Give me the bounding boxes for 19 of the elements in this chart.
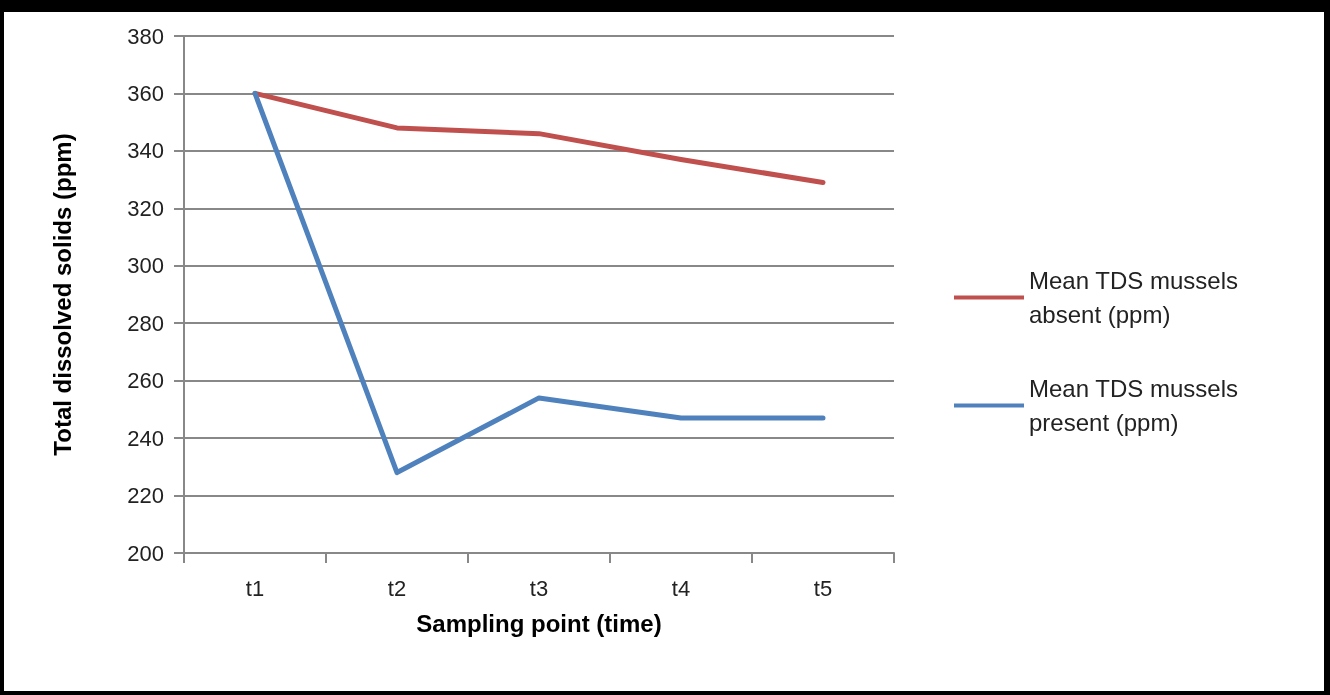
- legend-label: Mean TDS mussels present (ppm): [1029, 375, 1245, 436]
- x-tick-label: t4: [671, 575, 691, 601]
- y-tick-label: 240: [127, 425, 164, 451]
- y-tick-label: 340: [127, 138, 164, 164]
- x-tick-label: t2: [387, 575, 407, 601]
- y-axis-title: Total dissolved solids (ppm): [48, 133, 76, 456]
- y-tick-label: 220: [127, 483, 164, 509]
- x-tick-label: t1: [245, 575, 265, 601]
- x-tick-label: t3: [529, 575, 549, 601]
- y-tick-label: 360: [127, 80, 164, 106]
- y-tick-label: 280: [127, 310, 164, 336]
- y-tick-label: 260: [127, 368, 164, 394]
- y-tick-label: 300: [127, 253, 164, 279]
- x-axis-title: Sampling point (time): [416, 609, 662, 637]
- y-tick-label: 200: [127, 540, 164, 566]
- y-tick-label: 380: [127, 23, 164, 49]
- y-tick-label: 320: [127, 195, 164, 221]
- legend-label: Mean TDS mussels absent (ppm): [1029, 267, 1245, 328]
- x-tick-label: t5: [813, 575, 833, 601]
